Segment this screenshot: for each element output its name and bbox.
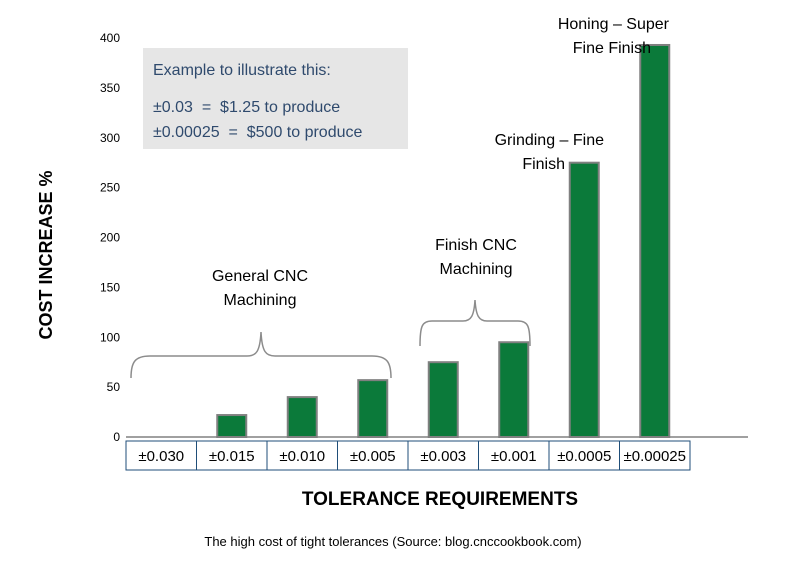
category-label: ±0.005 — [350, 448, 396, 465]
info-line-1: ±0.03 = $1.25 to produce — [153, 99, 340, 116]
info-box — [143, 48, 408, 149]
y-tick-label: 350 — [100, 81, 120, 95]
finish-cnc-bracket — [419, 299, 531, 347]
y-tick-label: 0 — [113, 430, 120, 444]
y-tick-label: 400 — [100, 31, 120, 45]
category-label: ±0.0005 — [557, 448, 611, 465]
category-cell — [619, 440, 691, 471]
general-cnc-label-line1: General CNC — [212, 268, 308, 285]
info-line-2: ±0.00025 = $500 to produce — [153, 124, 362, 141]
general-cnc-label-line2: Machining — [224, 292, 297, 309]
category-label: ±0.030 — [138, 448, 184, 465]
category-label: ±0.003 — [420, 448, 466, 465]
bar — [427, 361, 459, 438]
honing-label-line2: Fine Finish — [573, 40, 651, 57]
category-table: ±0.030 ±0.015 ±0.010 ±0.005 ±0.003 ±0.001 ±0.0… — [125, 440, 691, 471]
info-heading: Example to illustrate this: — [153, 62, 331, 79]
y-tick-label: 150 — [100, 280, 120, 294]
category-label: ±0.015 — [209, 448, 255, 465]
grinding-label-line1: Grinding – Fine — [495, 132, 604, 149]
category-label: ±0.010 — [279, 448, 325, 465]
bar — [639, 43, 671, 438]
bars — [216, 43, 671, 439]
y-axis-label: COST INCREASE % — [36, 170, 56, 339]
bar — [286, 396, 318, 439]
category-cell — [407, 440, 479, 471]
y-tick-label: 200 — [100, 231, 120, 245]
y-tick-label: 300 — [100, 131, 120, 145]
bar — [357, 379, 389, 438]
category-cell — [266, 440, 338, 471]
y-tick-label: 50 — [107, 380, 121, 394]
general-cnc-bracket — [130, 331, 392, 379]
honing-label-line1: Honing – Super — [558, 16, 670, 33]
category-cell — [548, 440, 620, 471]
category-label: ±0.001 — [491, 448, 537, 465]
x-axis-label: TOLERANCE REQUIREMENTS — [302, 489, 578, 510]
y-tick-label: 100 — [100, 330, 120, 344]
bar — [498, 341, 530, 438]
y-tick-label: 250 — [100, 181, 120, 195]
finish-cnc-label-line1: Finish CNC — [435, 237, 517, 254]
category-label: ±0.00025 — [624, 448, 686, 465]
bar — [568, 161, 600, 438]
chart-caption: The high cost of tight tolerances (Sourc… — [204, 534, 581, 549]
grinding-label-line2: Finish — [522, 156, 565, 173]
bar — [216, 414, 248, 438]
finish-cnc-label-line2: Machining — [440, 261, 513, 278]
y-axis: 0 50 100 150 200 250 300 350 400 — [100, 31, 120, 444]
